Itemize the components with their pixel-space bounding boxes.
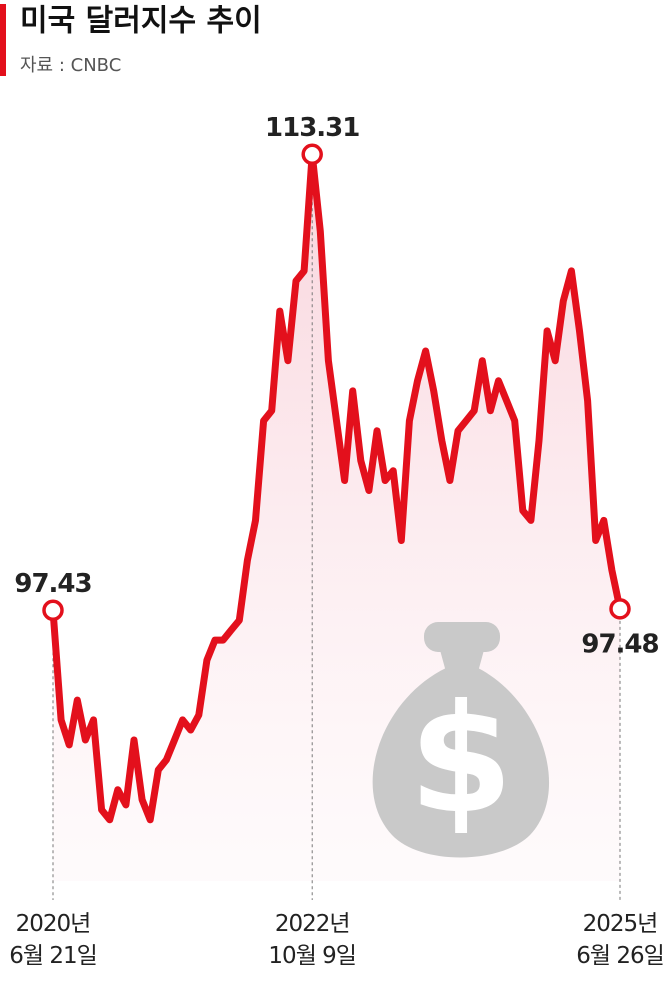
value-label: 97.43 (14, 569, 91, 599)
point-marker (609, 598, 631, 620)
x-tick-label: 2020년 6월 21일 (9, 911, 98, 969)
chart-title: 미국 달러지수 추이 (20, 4, 262, 39)
title-bar (0, 4, 6, 76)
chart-subtitle: 자료 : CNBC (20, 55, 121, 76)
line (49, 150, 624, 824)
value-label: 113.31 (265, 113, 359, 143)
svg-text:$: $ (409, 673, 513, 847)
value-label: 97.48 (581, 629, 658, 659)
money-bag-icon: $ (372, 622, 550, 858)
point-marker (42, 599, 64, 622)
point-marker (301, 143, 323, 166)
x-tick-label: 2025년 6월 26일 (576, 911, 665, 969)
x-tick-label: 2022년 10월 9일 (268, 911, 357, 969)
